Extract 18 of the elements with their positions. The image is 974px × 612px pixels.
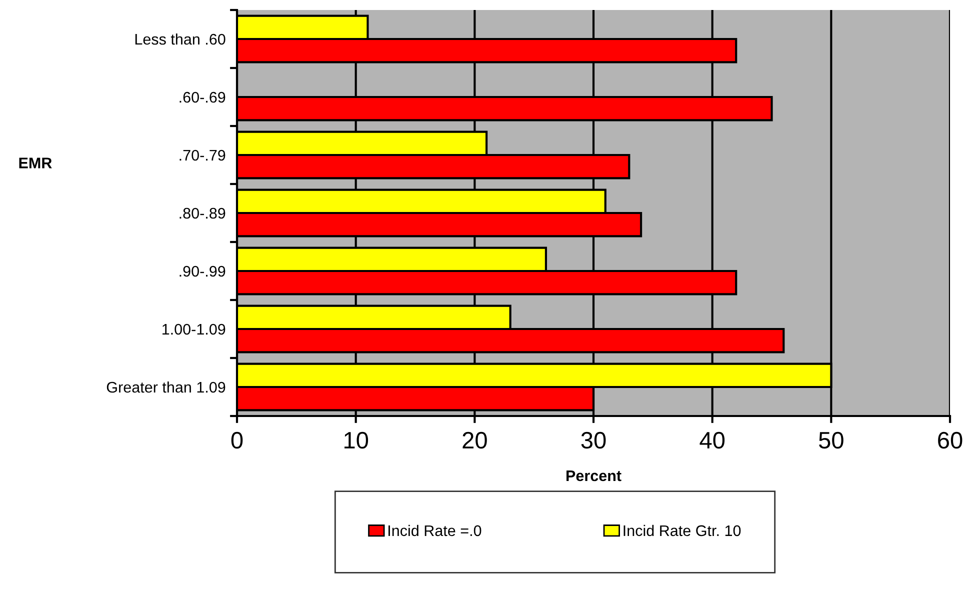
y-tick-label: Less than .60 <box>135 33 226 45</box>
legend-label: Incid Rate =.0 <box>388 524 482 536</box>
x-tick-label: 10 <box>344 432 368 449</box>
y-axis-title: EMR <box>19 158 52 168</box>
x-tick-label: 0 <box>231 432 243 449</box>
x-axis-title: Percent <box>566 470 622 482</box>
x-tick-label: 20 <box>462 432 487 449</box>
y-tick-label: .70-.79 <box>180 150 226 161</box>
y-tick-label: .90-.99 <box>180 266 226 277</box>
x-tick-label: 60 <box>938 432 962 449</box>
x-tick-label: 40 <box>700 432 725 449</box>
x-tick-label: 30 <box>581 432 606 449</box>
y-tick-label: Greater than 1.09 <box>106 381 226 393</box>
y-tick-label: .80-.89 <box>180 208 226 219</box>
y-tick-label: .60-.69 <box>180 92 226 103</box>
x-tick-label: 50 <box>818 432 844 449</box>
y-tick-label: 1.00-1.09 <box>162 324 226 335</box>
legend-label: Incid Rate Gtr. 10 <box>624 524 741 536</box>
